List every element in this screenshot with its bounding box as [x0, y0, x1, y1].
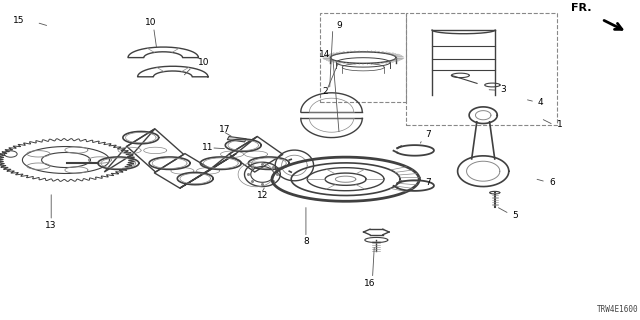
Text: 11: 11 [202, 143, 213, 152]
Bar [406, 13, 557, 125]
Text: 5: 5 [512, 211, 518, 220]
Text: 10: 10 [198, 58, 210, 67]
Text: 1: 1 [557, 120, 563, 129]
Text: 12: 12 [257, 191, 269, 200]
Text: 3: 3 [500, 85, 506, 94]
Text: TRW4E1600: TRW4E1600 [597, 305, 639, 314]
Text: 15: 15 [13, 16, 24, 25]
Text: 9: 9 [337, 21, 342, 30]
Text: 2: 2 [323, 87, 328, 96]
Text: 13: 13 [45, 221, 57, 230]
Bar [320, 13, 406, 102]
Polygon shape [472, 122, 495, 159]
Text: 16: 16 [364, 279, 376, 288]
Text: 7: 7 [426, 130, 431, 139]
Circle shape [4, 151, 17, 157]
Text: 10: 10 [145, 18, 156, 27]
Text: 4: 4 [538, 98, 543, 107]
Text: 17: 17 [219, 125, 230, 134]
Polygon shape [227, 137, 246, 142]
Text: FR.: FR. [571, 3, 591, 13]
Text: 7: 7 [426, 178, 431, 187]
Text: 14: 14 [319, 50, 330, 59]
Text: 8: 8 [303, 237, 308, 246]
Text: 6: 6 [549, 178, 555, 187]
